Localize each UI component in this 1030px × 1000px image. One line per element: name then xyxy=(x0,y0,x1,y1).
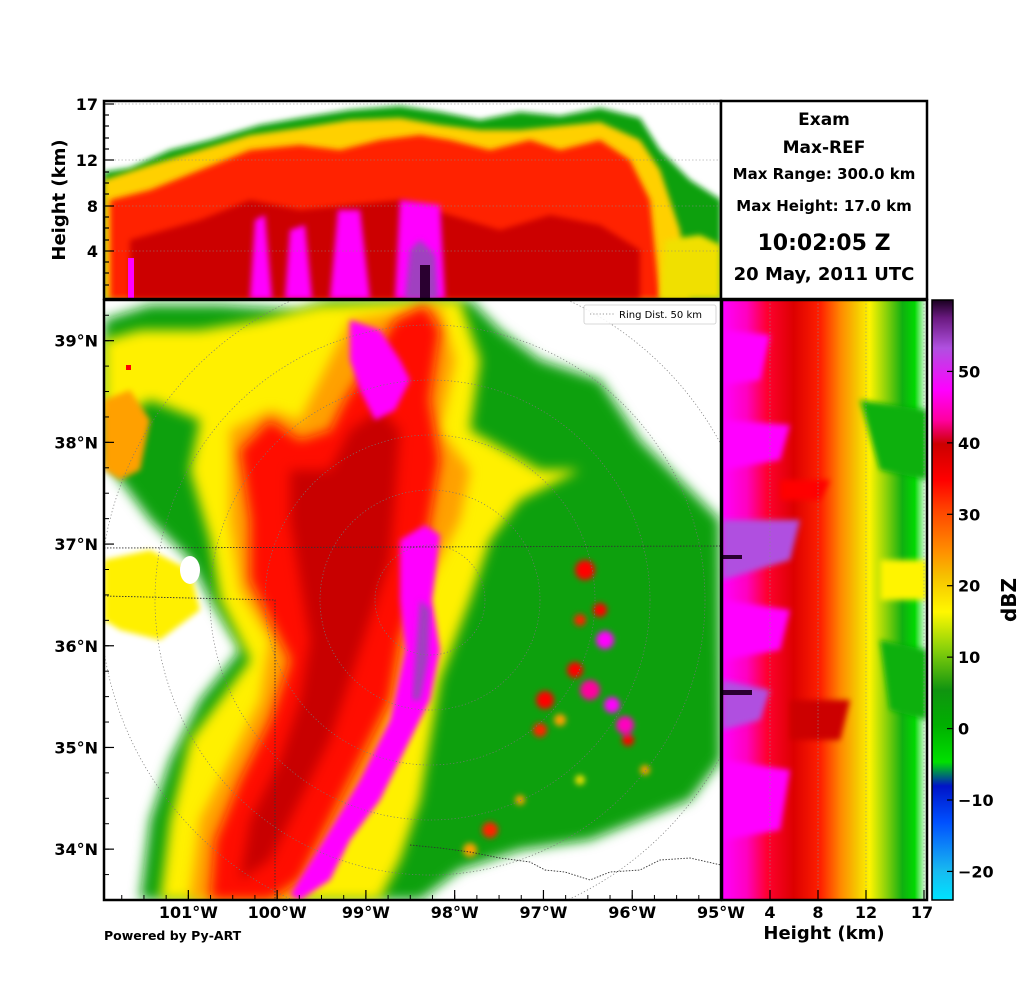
height-lat-frame xyxy=(720,298,929,902)
colorbar-gradient xyxy=(931,299,954,901)
map-ytick-label: 36°N xyxy=(54,637,98,656)
colorbar-tick-label: 40 xyxy=(958,434,980,453)
map-xtick-label: 98°W xyxy=(431,903,479,922)
colorbar-ticks: −20 −10 0 10 20 30 40 50 xyxy=(947,362,994,881)
range-rings xyxy=(104,300,721,900)
plan-view-ticks: 101°W 100°W 99°W 98°W 97°W 96°W 95°W 34°N 35°N 36… xyxy=(54,314,745,922)
height-lat-xlabel: Height (km) xyxy=(763,923,884,944)
xtick-label: 12 xyxy=(855,903,877,922)
xtick-label: 4 xyxy=(764,903,775,922)
reflectivity-field: Ring Dist. 50 km xyxy=(104,300,721,900)
lon-height-yticks xyxy=(104,103,114,286)
lon-height-ytick-labels: 4 8 12 17 xyxy=(76,95,98,261)
map-xtick-label: 97°W xyxy=(519,903,567,922)
lon-height-field xyxy=(104,101,721,299)
lon-height-ylabel: Height (km) xyxy=(49,139,70,260)
info-title: Exam xyxy=(798,110,850,130)
colorbar-tick-label: −10 xyxy=(958,791,994,810)
map-xtick-label: 96°W xyxy=(608,903,656,922)
lon-height-grid xyxy=(104,103,721,252)
colorbar-tick-label: 0 xyxy=(958,720,969,739)
map-ytick-label: 38°N xyxy=(54,433,98,452)
map-ytick-label: 34°N xyxy=(54,840,98,859)
storm-cells xyxy=(463,560,650,857)
info-date: 20 May, 2011 UTC xyxy=(734,264,915,285)
height-lat-xtick-labels: 4 8 12 17 xyxy=(764,903,933,922)
lon-height-panel: 4 8 12 17 Height (km) xyxy=(49,95,723,301)
map-xtick-label: 100°W xyxy=(248,903,307,922)
ring-legend: Ring Dist. 50 km xyxy=(583,304,717,325)
colorbar-tick-label: −20 xyxy=(958,862,994,881)
plan-view-panel: Ring Dist. 50 km 101°W 100°W 99°W 98°W 97°W 9… xyxy=(54,298,745,922)
colorbar-label: dBZ xyxy=(997,578,1021,622)
colorbar: −20 −10 0 10 20 30 40 50 dBZ xyxy=(931,299,1021,901)
info-box: Exam Max-REF Max Range: 300.0 km Max Hei… xyxy=(719,99,929,301)
height-lat-field xyxy=(722,300,927,900)
colorbar-tick-label: 10 xyxy=(958,648,980,667)
height-lat-xticks xyxy=(769,890,925,900)
info-time: 10:02:05 Z xyxy=(757,231,890,256)
map-ytick-label: 39°N xyxy=(54,332,98,351)
info-max-height: Max Height: 17.0 km xyxy=(736,197,911,215)
ytick-label: 4 xyxy=(87,242,98,261)
map-xtick-label: 99°W xyxy=(342,903,390,922)
map-ytick-label: 37°N xyxy=(54,535,98,554)
ytick-label: 17 xyxy=(76,95,98,114)
colorbar-tick-label: 30 xyxy=(958,505,980,524)
height-lat-panel: 4 8 12 17 Height (km) xyxy=(720,298,933,944)
state-borders xyxy=(104,545,721,900)
xtick-label: 8 xyxy=(812,903,823,922)
xtick-label: 17 xyxy=(911,903,933,922)
info-product: Max-REF xyxy=(783,138,866,158)
map-xtick-label: 95°W xyxy=(697,903,745,922)
pyart-credit: Powered by Py-ART xyxy=(104,928,242,943)
ytick-label: 8 xyxy=(87,197,98,216)
ytick-label: 12 xyxy=(76,151,98,170)
ring-legend-label: Ring Dist. 50 km xyxy=(619,310,702,321)
map-xtick-label: 101°W xyxy=(159,903,218,922)
colorbar-tick-label: 20 xyxy=(958,577,980,596)
map-ytick-label: 35°N xyxy=(54,738,98,757)
info-max-range: Max Range: 300.0 km xyxy=(733,165,916,183)
colorbar-tick-label: 50 xyxy=(958,362,980,381)
